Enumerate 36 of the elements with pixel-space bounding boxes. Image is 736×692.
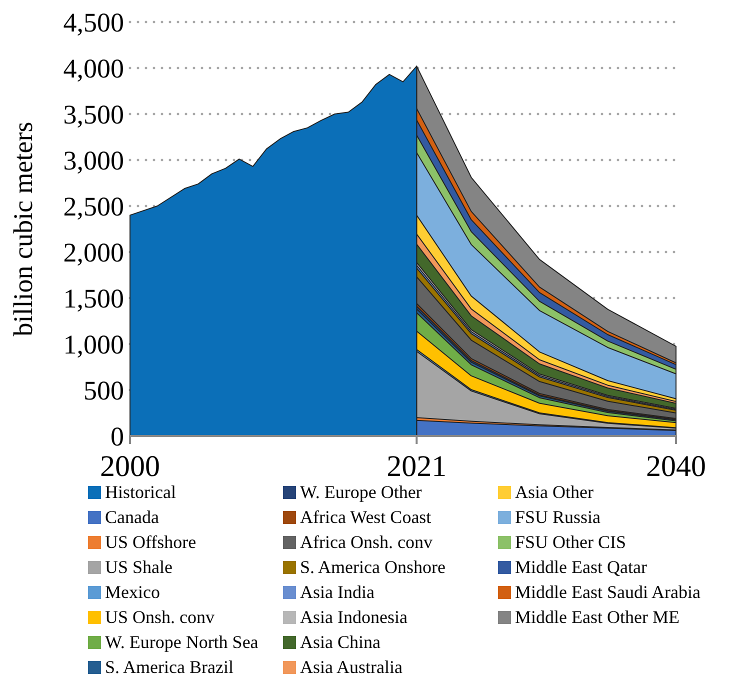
legend-label: Canada bbox=[105, 507, 159, 527]
legend-label: Asia Other bbox=[515, 482, 594, 502]
legend-label: Asia Australia bbox=[300, 657, 402, 677]
legend-label: Africa Onsh. conv bbox=[300, 532, 432, 552]
legend-label: Asia Indonesia bbox=[300, 607, 408, 627]
x-tick-label: 2021 bbox=[386, 450, 447, 483]
legend-label: Middle East Other ME bbox=[515, 607, 680, 627]
y-tick-label: 3,500 bbox=[63, 99, 124, 130]
y-tick-label: 2,500 bbox=[63, 191, 124, 222]
y-tick-label: 500 bbox=[84, 375, 124, 406]
x-tick-label: 2040 bbox=[646, 450, 706, 483]
y-tick-label: 1,000 bbox=[63, 329, 124, 360]
legend-label: S. America Brazil bbox=[105, 657, 234, 677]
legend-label: Mexico bbox=[105, 582, 160, 602]
y-tick-label: 4,000 bbox=[63, 53, 124, 84]
y-tick-label: 4,500 bbox=[63, 7, 124, 38]
y-tick-label: 0 bbox=[110, 421, 124, 452]
legend-label: US Onsh. conv bbox=[105, 607, 215, 627]
x-tick-label: 2000 bbox=[100, 450, 160, 483]
legend-label: FSU Russia bbox=[515, 507, 601, 527]
legend-label: Middle East Saudi Arabia bbox=[515, 582, 700, 602]
legend-label: W. Europe North Sea bbox=[105, 632, 258, 652]
legend-label: Asia China bbox=[300, 632, 380, 652]
legend-label: US Shale bbox=[105, 557, 173, 577]
legend-label: S. America Onshore bbox=[300, 557, 446, 577]
legend-label: Asia India bbox=[300, 582, 374, 602]
legend-label: Africa West Coast bbox=[300, 507, 432, 527]
y-tick-label: 1,500 bbox=[63, 283, 124, 314]
legend-label: W. Europe Other bbox=[300, 482, 422, 502]
legend-label: Historical bbox=[105, 482, 176, 502]
y-axis-title: billion cubic meters bbox=[8, 122, 38, 336]
legend-label: Middle East Qatar bbox=[515, 557, 647, 577]
y-tick-label: 3,000 bbox=[63, 145, 124, 176]
legend-label: FSU Other CIS bbox=[515, 532, 626, 552]
y-tick-label: 2,000 bbox=[63, 237, 124, 268]
legend-label: US Offshore bbox=[105, 532, 196, 552]
